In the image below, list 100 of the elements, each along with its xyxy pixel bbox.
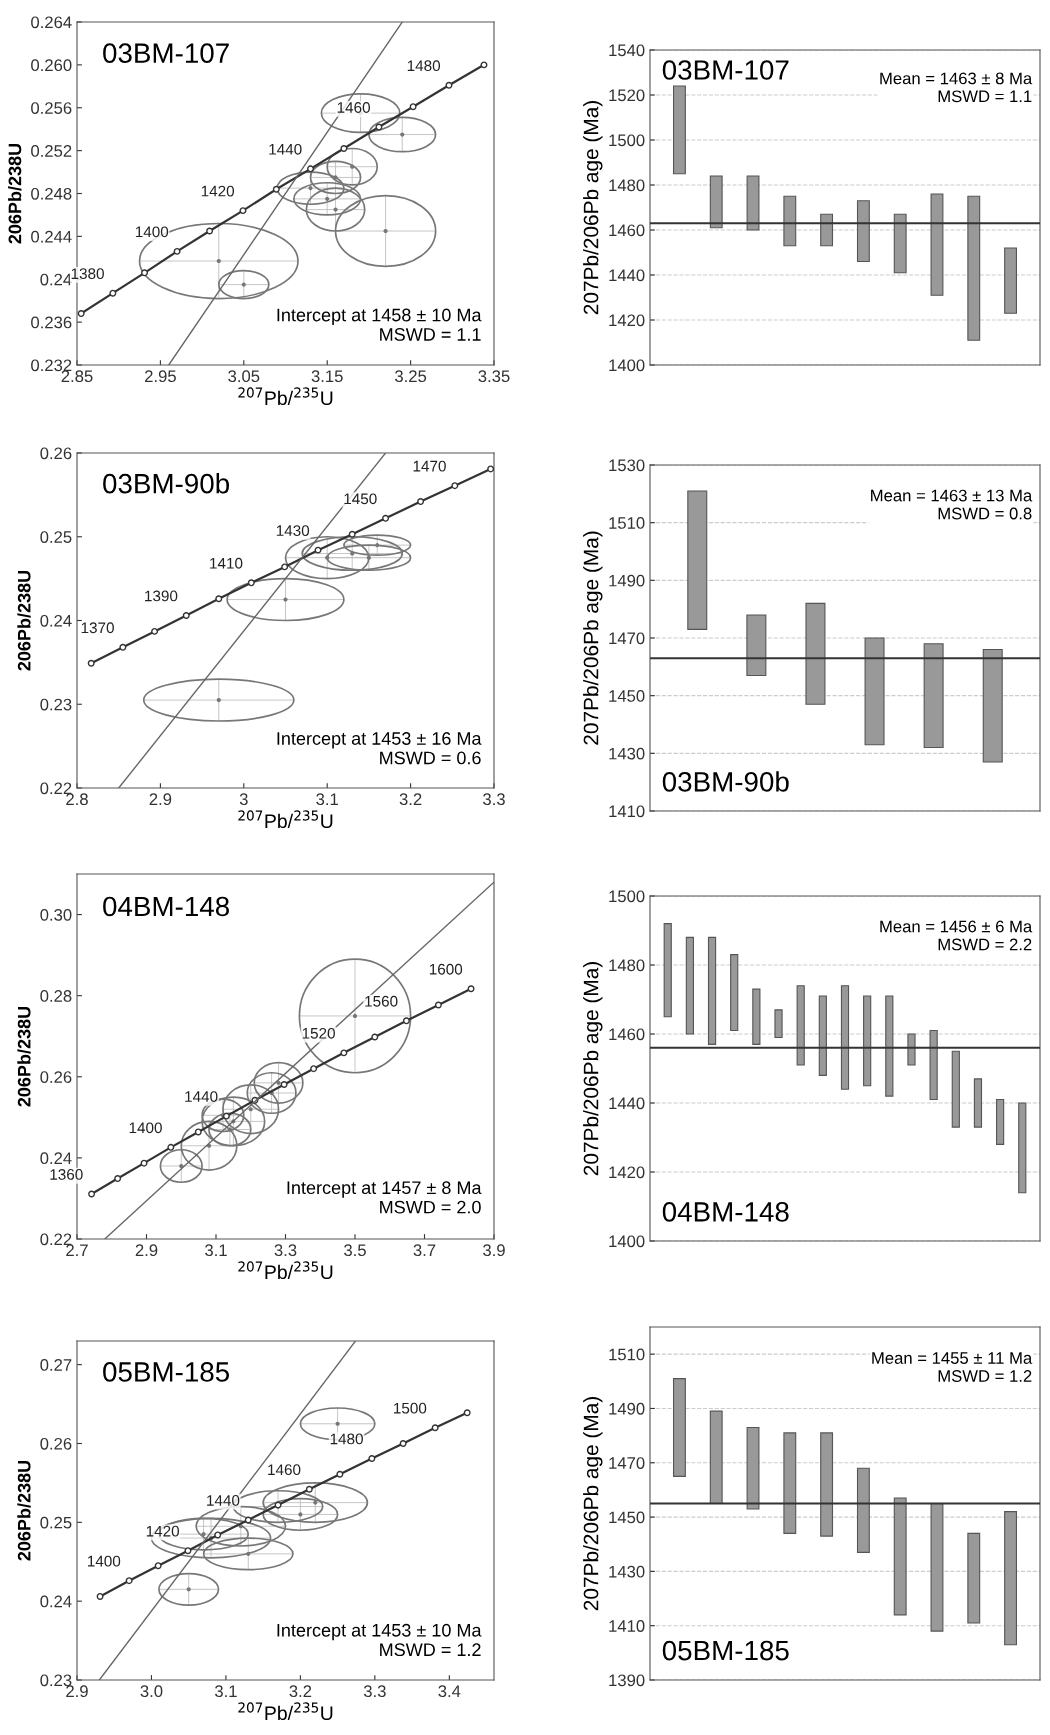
y-tick-label: 0.256 bbox=[31, 102, 72, 114]
annotation: Intercept at 1458 ± 10 Ma bbox=[277, 308, 482, 325]
x-tick-label: 2.8 bbox=[66, 793, 88, 806]
y-tick-label: 1510 bbox=[609, 517, 645, 529]
x-tick-label: 3.3 bbox=[483, 793, 505, 806]
x-tick-label: 3 bbox=[239, 793, 248, 806]
x-tick-label: 3.7 bbox=[413, 1244, 436, 1257]
x-tick-label: 2.95 bbox=[145, 370, 176, 383]
x-tick-label: 3.1 bbox=[205, 1244, 227, 1257]
annotation: MSWD = 1.2 bbox=[938, 1370, 1032, 1382]
x-tick-label: 3.1 bbox=[214, 1685, 237, 1698]
x-tick-label: 3.3 bbox=[363, 1685, 386, 1698]
y-tick-label: 1410 bbox=[609, 1620, 645, 1632]
annotation: 1560 bbox=[365, 995, 398, 1007]
y-tick-label: 0.236 bbox=[31, 316, 72, 329]
y-tick-label: 1460 bbox=[609, 1028, 645, 1041]
annotation: MSWD = 1.2 bbox=[380, 1643, 481, 1657]
y-tick-label: 1540 bbox=[609, 44, 645, 57]
y-tick-label: 0.248 bbox=[31, 187, 72, 200]
y-tick-label: 1510 bbox=[609, 1348, 645, 1361]
y-tick-label: 0.24 bbox=[40, 273, 72, 286]
annotation: Intercept at 1453 ± 10 Ma bbox=[277, 1623, 482, 1641]
y-tick-label: 0.232 bbox=[31, 359, 72, 372]
x-tick-label: 3.5 bbox=[344, 1244, 366, 1257]
annotation: 1450 bbox=[344, 493, 377, 505]
y-tick-label: 0.22 bbox=[40, 1233, 72, 1246]
x-tick-label: 3.05 bbox=[228, 370, 260, 383]
x-axis-title: $^{207}$Pb/$^{235}$U bbox=[238, 1261, 333, 1280]
annotation: 1520 bbox=[302, 1027, 335, 1039]
x-tick-label: 3.9 bbox=[483, 1244, 505, 1257]
text: 03BM-90b bbox=[103, 473, 230, 494]
y-tick-label: 1390 bbox=[609, 1674, 645, 1687]
annotation: Mean = 1463 ± 13 Ma bbox=[871, 489, 1033, 502]
y-tick-label: 1400 bbox=[609, 1235, 645, 1248]
text: 05BM-185 bbox=[103, 1362, 230, 1382]
annotation: 1460 bbox=[268, 1464, 301, 1476]
y-tick-label: 1480 bbox=[609, 959, 645, 972]
annotation: 1380 bbox=[71, 268, 104, 280]
y-axis-title: 206Pb/238U bbox=[17, 1460, 31, 1561]
y-tick-label: 0.24 bbox=[40, 1595, 72, 1608]
y-tick-label: 0.23 bbox=[40, 1674, 72, 1687]
x-tick-label: 3.0 bbox=[140, 1685, 163, 1698]
y-tick-label: 0.260 bbox=[31, 59, 72, 72]
x-tick-label: 3.4 bbox=[438, 1685, 461, 1698]
y-tick-label: 1500 bbox=[609, 134, 645, 147]
annotation: MSWD = 2.2 bbox=[938, 938, 1032, 951]
y-tick-label: 0.25 bbox=[40, 531, 72, 543]
annotation: 1360 bbox=[50, 1169, 83, 1180]
y-tick-label: 1480 bbox=[609, 179, 645, 192]
y-tick-label: 0.24 bbox=[40, 614, 72, 627]
annotation: 1420 bbox=[146, 1525, 180, 1537]
annotation: Mean = 1456 ± 6 Ma bbox=[880, 920, 1033, 933]
annotation: 1440 bbox=[207, 1495, 240, 1506]
annotation: 1410 bbox=[210, 557, 243, 569]
y-tick-label: 1490 bbox=[609, 1402, 645, 1415]
y-axis-title: 206Pb/238U bbox=[8, 143, 22, 244]
annotation: 1390 bbox=[145, 590, 178, 602]
x-tick-label: 3.2 bbox=[289, 1685, 312, 1698]
y-axis-title: 207Pb/206Pb age (Ma) bbox=[583, 1397, 603, 1611]
annotation: 1460 bbox=[337, 102, 370, 113]
y-tick-label: 1450 bbox=[609, 690, 645, 702]
chart-title: 03BM-107 bbox=[662, 60, 789, 80]
y-tick-label: 1470 bbox=[609, 632, 645, 645]
text: 05BM-185 bbox=[662, 1640, 789, 1661]
x-tick-label: 2.85 bbox=[61, 370, 93, 383]
y-tick-label: 0.23 bbox=[40, 698, 72, 711]
x-tick-label: 3.15 bbox=[311, 370, 343, 383]
x-tick-label: 2.9 bbox=[135, 1244, 158, 1257]
annotation: 1470 bbox=[413, 460, 446, 472]
y-tick-label: 1460 bbox=[609, 224, 645, 237]
annotation: Intercept at 1453 ± 16 Ma bbox=[277, 732, 482, 749]
x-tick-label: 3.35 bbox=[478, 370, 510, 383]
y-tick-label: 0.26 bbox=[40, 1437, 72, 1450]
y-tick-label: 1430 bbox=[609, 1565, 645, 1578]
x-axis-title: $^{207}$Pb/$^{235}$U bbox=[238, 387, 333, 406]
annotation: MSWD = 1.1 bbox=[380, 328, 481, 341]
annotation: Mean = 1463 ± 8 Ma bbox=[880, 72, 1033, 85]
y-axis-title: 207Pb/206Pb age (Ma) bbox=[583, 531, 603, 745]
y-tick-label: 0.24 bbox=[40, 1152, 72, 1165]
x-tick-label: 2.7 bbox=[66, 1244, 88, 1256]
y-axis-title: 207Pb/206Pb age (Ma) bbox=[583, 101, 603, 315]
y-tick-label: 1450 bbox=[609, 1511, 645, 1524]
annotation: Intercept at 1457 ± 8 Ma bbox=[287, 1181, 482, 1198]
x-tick-label: 3.3 bbox=[274, 1244, 297, 1257]
y-tick-label: 0.22 bbox=[40, 782, 72, 795]
x-tick-label: 3.2 bbox=[399, 793, 422, 806]
annotation: MSWD = 2.0 bbox=[380, 1200, 481, 1214]
y-tick-label: 1430 bbox=[609, 747, 645, 760]
annotation: 1400 bbox=[129, 1122, 162, 1134]
x-axis-title: $^{207}$Pb/$^{235}$U bbox=[238, 1702, 333, 1721]
annotation: 1420 bbox=[201, 185, 235, 197]
y-tick-label: 1410 bbox=[609, 805, 645, 818]
y-tick-label: 0.28 bbox=[40, 990, 72, 1002]
annotation: MSWD = 0.6 bbox=[380, 751, 481, 765]
y-axis-title: 207Pb/206Pb age (Ma) bbox=[583, 962, 603, 1176]
y-tick-label: 1420 bbox=[609, 1166, 645, 1179]
annotation: Mean = 1455 ± 11 Ma bbox=[872, 1352, 1033, 1364]
y-tick-label: 1530 bbox=[609, 459, 645, 472]
y-axis-title: 206Pb/238U bbox=[17, 570, 31, 671]
y-axis-title: 206Pb/238U bbox=[17, 1006, 31, 1107]
